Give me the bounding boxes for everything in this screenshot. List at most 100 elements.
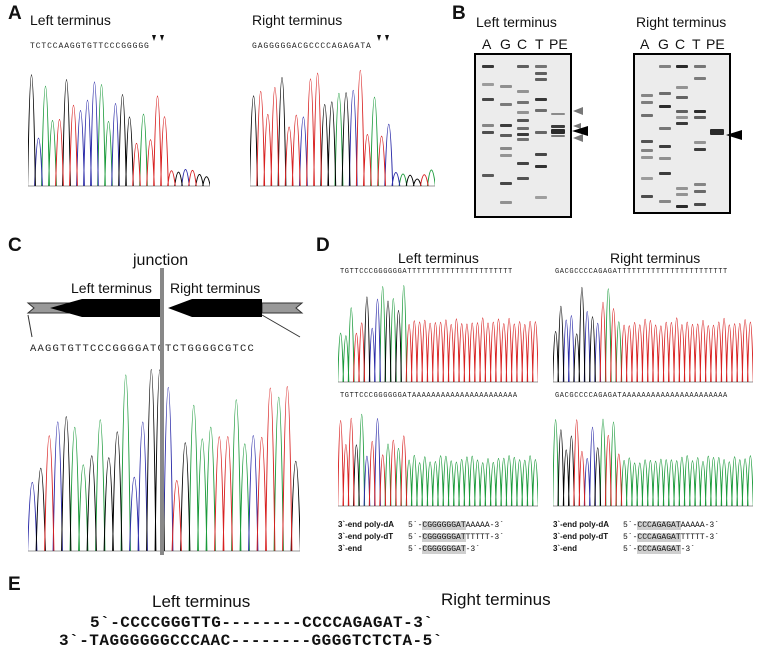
gel-band — [482, 124, 494, 127]
gel-band — [517, 127, 529, 130]
gel-band — [676, 110, 688, 113]
gel-band — [500, 154, 512, 157]
left-terminus-arrow — [50, 299, 160, 317]
gel-band — [641, 177, 653, 180]
right-table-row: 3`-end poly-dA 5`-CCCAGAGATAAAAA-3` — [553, 520, 720, 530]
panel-b-right-lane-a: A — [640, 36, 650, 52]
gel-band — [694, 110, 706, 113]
panel-b-right-lane-pe: PE — [706, 36, 725, 52]
trace-t — [44, 386, 293, 552]
panel-b-left-lane-c: C — [517, 36, 528, 52]
panel-a-right-arrowheads — [377, 35, 389, 41]
panel-label-e: E — [8, 574, 21, 595]
gel-band — [482, 65, 494, 68]
panel-d-right-table: 3`-end poly-dA 5`-CCCAGAGATAAAAA-3` 3`-en… — [553, 519, 719, 555]
gel-band — [500, 85, 512, 88]
panel-label-c: C — [8, 235, 22, 256]
gel-band — [482, 174, 494, 177]
gel-band — [535, 98, 547, 101]
gel-band — [500, 182, 512, 185]
gel-band — [482, 131, 494, 134]
gel-band — [659, 172, 671, 175]
gel-band — [676, 116, 688, 119]
primer-extension-band — [551, 125, 565, 128]
gel-band — [500, 124, 512, 127]
gel-band — [694, 190, 706, 193]
panel-d-right-bottom-sequence: GACGCCCCAGAGATAAAAAAAAAAAAAAAAAAAAAA — [555, 392, 728, 400]
primer-extension-band — [551, 129, 565, 134]
trace-t — [338, 417, 408, 507]
junction-line — [160, 268, 164, 555]
gel-band — [535, 78, 547, 81]
gel-band — [694, 141, 706, 144]
gel-band — [517, 138, 529, 141]
panel-b-left-arrowheads — [572, 107, 588, 142]
gel-band — [676, 65, 688, 68]
gel-band — [517, 111, 529, 114]
gel-band — [676, 187, 688, 190]
trace-g — [250, 76, 422, 187]
trace-t — [599, 302, 753, 383]
panel-label-b: B — [452, 3, 466, 24]
left-table-row: 3`-end poly-dA 5`-CGGGGGGATAAAAA-3` — [338, 520, 505, 530]
gel-band — [500, 103, 512, 106]
gel-band — [517, 101, 529, 104]
trace-a — [358, 413, 538, 507]
gel-band — [500, 201, 512, 204]
gel-band — [517, 65, 529, 68]
trace-a — [69, 374, 284, 552]
panel-d-left-top-sequence: TGTTCCCGGGGGGATTTTTTTTTTTTTTTTTTTTTT — [340, 268, 513, 276]
panel-a-left-title: Left terminus — [30, 12, 111, 28]
top-strand: 5`-CCCCGGGTTG--------CCCCAGAGAT-3` — [90, 614, 434, 632]
gel-band — [694, 148, 706, 151]
gel-band — [676, 86, 688, 89]
gel-band — [641, 101, 653, 104]
panel-c-left-terminus-label: Left terminus — [71, 280, 152, 296]
junction-label: junction — [133, 252, 189, 269]
gel-band — [517, 162, 529, 165]
trace-c — [34, 81, 190, 187]
trace-c — [363, 418, 381, 507]
gel-band — [676, 205, 688, 208]
gel-band — [535, 72, 547, 75]
gel-band — [659, 92, 671, 95]
trace-a — [334, 92, 435, 187]
gel-band — [659, 127, 671, 130]
gel-band — [659, 157, 671, 160]
panel-d-left-polyda-chromatogram — [338, 413, 538, 507]
bottom-strand: 3`-TAGGGGGGCCCAAC--------GGGGTCTCTA-5` — [59, 632, 443, 650]
gel-band — [676, 193, 688, 196]
panel-b-left-lane-t: T — [535, 36, 544, 52]
panel-b-left-lane-pe: PE — [549, 36, 568, 52]
panel-a-left-arrowheads — [152, 35, 164, 41]
trace-a — [553, 418, 753, 507]
panel-b-right-lane-t: T — [692, 36, 701, 52]
gel-band — [641, 114, 653, 117]
panel-d-right-top-sequence: GACGCCCCAGAGATTTTTTTTTTTTTTTTTTTTTTT — [555, 268, 728, 276]
primer-extension-band — [551, 113, 565, 115]
trace-a — [41, 84, 148, 187]
gel-band — [482, 83, 494, 86]
gel-band — [659, 65, 671, 68]
panel-c-chromatogram — [28, 369, 300, 552]
gel-band — [535, 196, 547, 199]
gel-band — [659, 145, 671, 148]
gel-band — [517, 133, 529, 136]
gel-band — [535, 109, 547, 112]
trace-g — [363, 296, 402, 383]
gel-band — [535, 131, 547, 134]
primer-extension-band — [710, 129, 724, 135]
trace-t — [55, 95, 197, 187]
trace-c — [562, 311, 602, 383]
panel-b-right-lane-c: C — [675, 36, 686, 52]
gel-band — [641, 94, 653, 97]
gel-band — [517, 119, 529, 122]
trace-t — [573, 419, 623, 507]
left-table-row: 3`-end 5`-CGGGGGGAT-3` — [338, 544, 481, 554]
panel-b-right-gel — [633, 53, 731, 214]
gel-band — [694, 183, 706, 186]
trace-t — [256, 69, 429, 187]
trace-a — [338, 285, 408, 383]
trace-g — [35, 369, 300, 552]
trace-g — [553, 286, 596, 383]
